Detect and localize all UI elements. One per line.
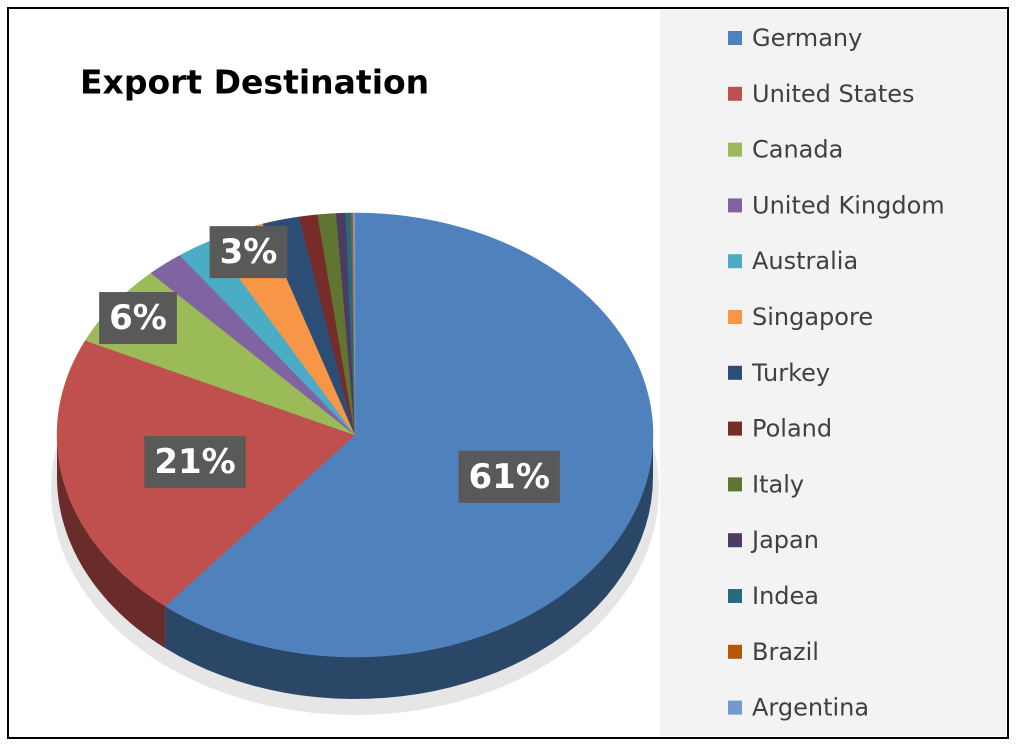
legend-label: Japan xyxy=(750,526,819,554)
legend-swatch xyxy=(728,198,742,213)
legend-label: Australia xyxy=(752,247,858,275)
legend-label: Italy xyxy=(752,470,804,498)
slice xyxy=(150,255,356,436)
chart-title: Export Destination xyxy=(80,63,429,102)
data-label: 21% xyxy=(154,442,235,482)
legend-swatch xyxy=(728,365,742,380)
legend-label: Singapore xyxy=(752,303,873,331)
data-label-box xyxy=(99,292,177,345)
data-label: 3% xyxy=(220,232,278,272)
legend-label: Turkey xyxy=(751,359,830,387)
legend-label: United States xyxy=(752,80,915,108)
legend-swatch xyxy=(728,310,742,324)
legend-swatch xyxy=(728,31,742,45)
legend-label: Canada xyxy=(752,136,843,164)
data-label: 6% xyxy=(109,298,167,338)
legend-swatch xyxy=(728,700,742,715)
legend-panel xyxy=(660,10,1006,736)
legend: Germany United States Canada United Kingdom… xyxy=(728,24,945,722)
legend-swatch xyxy=(728,533,742,548)
data-label: 61% xyxy=(469,457,550,497)
legend-swatch xyxy=(728,421,742,436)
legend-swatch xyxy=(728,142,742,157)
slice xyxy=(352,212,356,436)
legend-label: Germany xyxy=(752,24,862,52)
legend-swatch xyxy=(728,86,742,101)
pie: 61% 21% 6% 3% xyxy=(51,212,659,715)
data-label-box xyxy=(458,450,560,503)
slice xyxy=(164,212,654,658)
legend-label: Brazil xyxy=(752,638,819,666)
legend-swatch xyxy=(728,477,742,492)
slice-side xyxy=(57,435,166,649)
legend-swatch xyxy=(728,589,742,603)
slice-side xyxy=(165,435,653,699)
legend-label: United Kingdom xyxy=(752,191,945,219)
data-label-box xyxy=(209,226,288,279)
legend-label: Poland xyxy=(752,415,832,443)
legend-label: Indea xyxy=(752,582,819,610)
legend-swatch xyxy=(728,644,742,659)
legend-swatch xyxy=(728,254,742,269)
data-label-box xyxy=(144,436,246,489)
legend-label: Argentina xyxy=(752,694,869,722)
